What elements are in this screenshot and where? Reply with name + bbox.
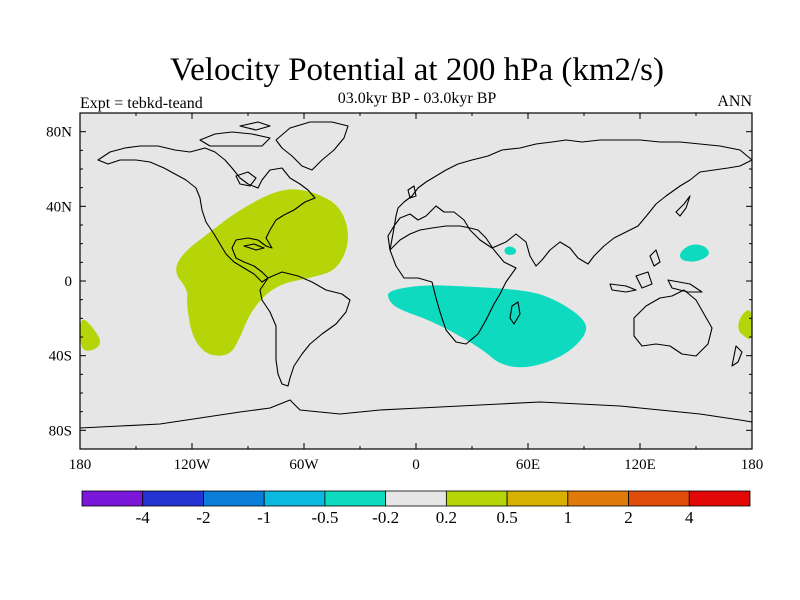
contour-region-positive-east-edge bbox=[738, 310, 752, 340]
coastline-south-america bbox=[259, 271, 351, 387]
lat-tick-label: 40S bbox=[49, 349, 72, 365]
colorbar-label: 0.2 bbox=[436, 508, 457, 527]
lat-tick-label: 40N bbox=[46, 199, 72, 215]
contour-region-positive-dateline-south bbox=[80, 319, 101, 351]
coastline-cuba bbox=[243, 243, 265, 251]
coastline-australia bbox=[633, 289, 713, 357]
colorbar-label: 0.5 bbox=[496, 508, 517, 527]
colorbar-label: -2 bbox=[196, 508, 210, 527]
lat-tick-label: 80N bbox=[46, 125, 72, 141]
coastline-maritime-continent bbox=[609, 249, 703, 293]
lat-tick-label: 80S bbox=[49, 423, 72, 439]
contour-region-negative-indian-ocean bbox=[388, 285, 587, 368]
colorbar-label: 1 bbox=[564, 508, 573, 527]
coastline-canadian-islands bbox=[199, 121, 271, 147]
season-label: ANN bbox=[717, 93, 752, 110]
plot-title: Velocity Potential at 200 hPa (km2/s) bbox=[170, 52, 664, 88]
lon-tick-label: 180 bbox=[69, 457, 92, 473]
contour-region-negative-west-pacific bbox=[679, 244, 709, 262]
latitude-axis: 80N 40N 0 40S 80S bbox=[46, 125, 752, 439]
period-label: 03.0kyr BP - 03.0kyr BP bbox=[338, 90, 497, 107]
colorbar-swatch bbox=[506, 490, 569, 507]
colorbar-label: -0.5 bbox=[311, 508, 338, 527]
coastline-antarctica bbox=[79, 399, 753, 429]
coastline-africa bbox=[389, 225, 517, 345]
colorbar-swatch bbox=[324, 490, 387, 507]
colorbar-label: 4 bbox=[685, 508, 694, 527]
coastline-madagascar bbox=[509, 301, 521, 325]
lat-tick-label: 0 bbox=[65, 274, 73, 290]
colorbar-label: 2 bbox=[624, 508, 633, 527]
lon-tick-label: 180 bbox=[741, 457, 764, 473]
colorbar-swatch bbox=[385, 490, 447, 507]
coastline-british-isles bbox=[407, 185, 417, 199]
coastline-eurasia bbox=[387, 139, 753, 267]
coastline-japan bbox=[675, 195, 691, 217]
colorbar-swatch bbox=[688, 490, 751, 507]
lon-tick-label: 120E bbox=[624, 457, 656, 473]
colorbar-label: -0.2 bbox=[372, 508, 399, 527]
lon-tick-label: 60E bbox=[516, 457, 540, 473]
coastline-hudson-bay bbox=[235, 171, 257, 187]
colorbar: -4 -2 -1 -0.5 -0.2 0.2 0.5 1 2 4 bbox=[81, 490, 751, 527]
lon-tick-label: 60W bbox=[289, 457, 319, 473]
experiment-label: Expt = tebkd-teand bbox=[80, 95, 203, 112]
coastline-new-zealand bbox=[731, 345, 743, 367]
lon-tick-label: 120W bbox=[174, 457, 212, 473]
colorbar-swatch bbox=[81, 490, 144, 507]
colorbar-swatch bbox=[263, 490, 326, 507]
contour-region-negative-arabian-sea bbox=[504, 246, 517, 255]
colorbar-label: -1 bbox=[257, 508, 271, 527]
colorbar-swatch bbox=[142, 490, 204, 507]
colorbar-swatch bbox=[567, 490, 629, 507]
colorbar-swatch bbox=[445, 490, 508, 507]
coastlines bbox=[79, 121, 753, 429]
map-panel: 80N 40N 0 40S 80S 180 120W 60W 0 60E 120E 180 bbox=[46, 112, 764, 473]
longitude-axis: 180 120W 60W 0 60E 120E 180 bbox=[69, 113, 764, 473]
coastline-greenland bbox=[275, 121, 349, 171]
colorbar-swatch bbox=[628, 490, 690, 507]
coastline-north-america bbox=[97, 145, 316, 283]
colorbar-label: -4 bbox=[136, 508, 151, 527]
colorbar-swatch bbox=[203, 490, 265, 507]
lon-tick-label: 0 bbox=[412, 457, 420, 473]
